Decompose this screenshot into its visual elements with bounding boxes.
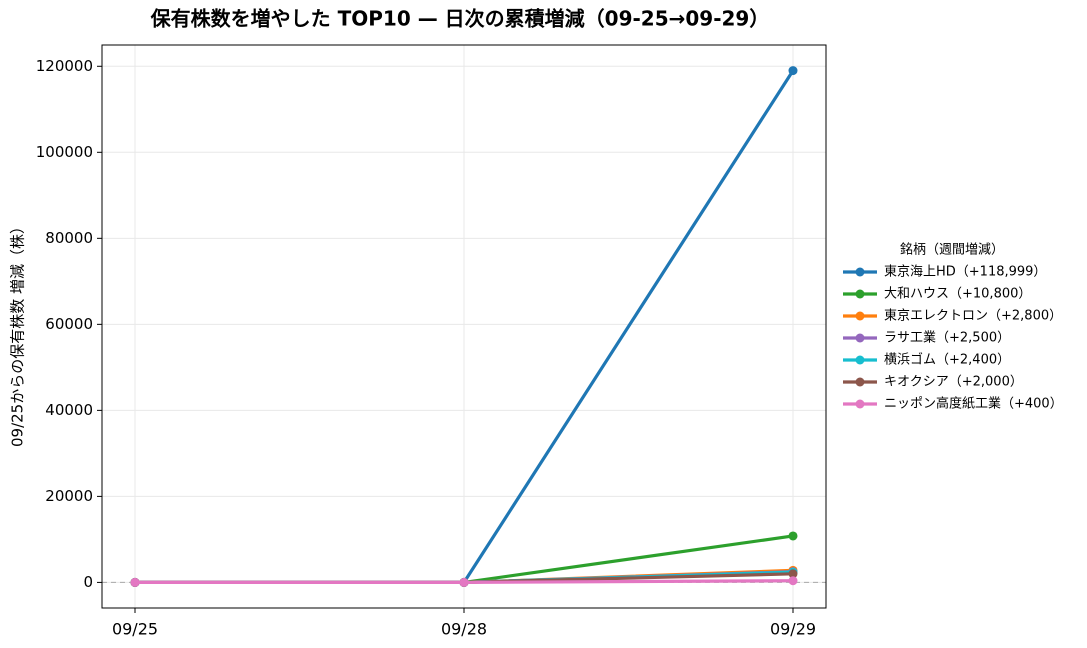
y-axis-label: 09/25からの保有株数 増減（株）	[9, 219, 27, 447]
legend-label: キオクシア（+2,000）	[884, 375, 1023, 390]
y-tick-label: 120000	[36, 57, 93, 75]
y-tick-label: 20000	[45, 487, 93, 505]
point	[459, 577, 469, 587]
legend-label: 大和ハウス（+10,800）	[884, 287, 1031, 302]
legend-marker	[855, 267, 865, 277]
point	[788, 576, 798, 586]
x-tick-label: 09/28	[441, 620, 487, 639]
legend-marker	[855, 289, 865, 299]
point	[130, 577, 140, 587]
legend-label: ラサ工業（+2,500）	[884, 330, 1010, 346]
legend-marker	[855, 355, 865, 365]
legend-marker	[855, 311, 865, 321]
point	[788, 66, 798, 76]
legend-marker	[855, 377, 865, 387]
legend-marker	[855, 333, 865, 343]
legend-label: 横浜ゴム（+2,400）	[884, 352, 1010, 368]
y-tick-label: 100000	[36, 143, 93, 161]
y-tick-label: 60000	[45, 315, 93, 333]
y-tick-label: 40000	[45, 401, 93, 419]
legend-label: 東京海上HD（+118,999）	[884, 264, 1046, 280]
x-tick-label: 09/29	[770, 620, 816, 639]
y-tick-label: 80000	[45, 229, 93, 247]
y-tick-label: 0	[83, 573, 93, 591]
legend-title: 銘柄（週間増減）	[900, 242, 1004, 258]
legend-marker	[855, 399, 865, 409]
plot-frame	[101, 44, 827, 609]
chart-title: 保有株数を増やした TOP10 — 日次の累積増減（09-25→09-29）	[150, 7, 770, 31]
x-tick-label: 09/25	[112, 620, 158, 639]
point	[788, 531, 798, 541]
legend-label: ニッポン高度紙工業（+400）	[884, 396, 1063, 412]
point	[788, 569, 798, 579]
legend-label: 東京エレクトロン（+2,800）	[884, 308, 1062, 324]
